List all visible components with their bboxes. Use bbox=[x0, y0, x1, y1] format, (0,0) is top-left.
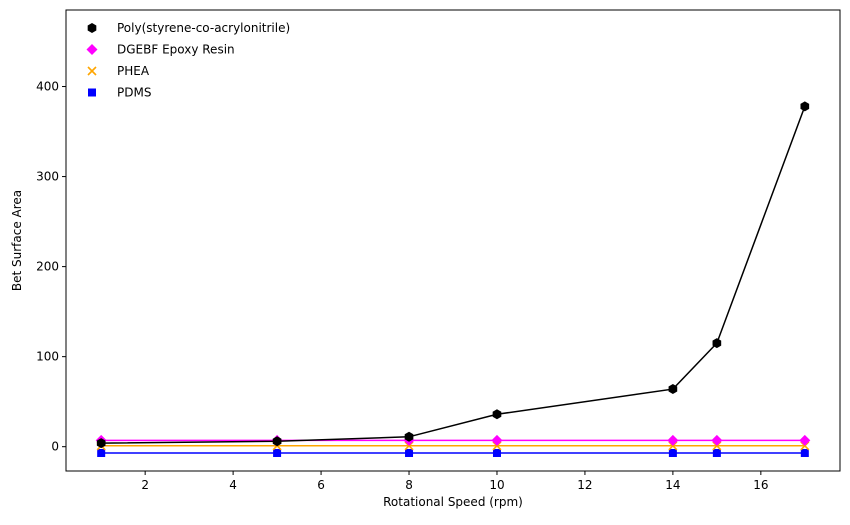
x-tick-label: 8 bbox=[405, 478, 413, 492]
data-point bbox=[799, 434, 811, 446]
series-0 bbox=[96, 101, 810, 449]
x-tick-label: 2 bbox=[141, 478, 149, 492]
x-tick-label: 14 bbox=[665, 478, 680, 492]
x-tick-label: 10 bbox=[489, 478, 504, 492]
data-point bbox=[711, 434, 723, 446]
legend: Poly(styrene-co-acrylonitrile) DGEBF Epox… bbox=[86, 21, 290, 100]
legend-marker bbox=[87, 66, 97, 76]
x-tick-label: 6 bbox=[317, 478, 325, 492]
data-point bbox=[800, 448, 809, 457]
data-point bbox=[97, 448, 106, 457]
data-point bbox=[404, 431, 414, 442]
data-point bbox=[668, 384, 678, 395]
data-point bbox=[491, 434, 503, 446]
y-tick-label: 0 bbox=[51, 440, 59, 454]
y-axis-label: Bet Surface Area bbox=[10, 190, 24, 291]
data-point bbox=[712, 448, 721, 457]
y-tick-label: 200 bbox=[36, 260, 59, 274]
series-2 bbox=[96, 441, 810, 451]
plot-frame bbox=[65, 9, 841, 472]
legend-label: Poly(styrene-co-acrylonitrile) bbox=[117, 21, 290, 35]
data-point bbox=[668, 448, 677, 457]
x-tick-label: 4 bbox=[229, 478, 237, 492]
series-3 bbox=[97, 448, 809, 457]
legend-marker bbox=[88, 88, 96, 97]
y-tick-label: 100 bbox=[36, 350, 59, 364]
data-point bbox=[272, 436, 282, 447]
data-point bbox=[405, 448, 414, 457]
data-point bbox=[712, 338, 722, 349]
x-tick-label: 12 bbox=[577, 478, 592, 492]
legend-marker bbox=[87, 23, 97, 33]
data-point bbox=[492, 409, 502, 420]
data-point bbox=[273, 448, 282, 457]
data-point bbox=[96, 438, 106, 449]
ticks-layer: 2 4 6 8 10 12 14 16 0 100 200 300 400 bbox=[36, 80, 768, 492]
y-tick-label: 300 bbox=[36, 170, 59, 184]
x-tick-label: 16 bbox=[753, 478, 768, 492]
legend-marker bbox=[86, 44, 98, 55]
series-layer bbox=[95, 101, 811, 457]
x-axis-label: Rotational Speed (rpm) bbox=[383, 495, 523, 509]
legend-label: PDMS bbox=[117, 86, 151, 100]
data-point bbox=[492, 448, 501, 457]
series-line bbox=[101, 106, 806, 444]
legend-label: DGEBF Epoxy Resin bbox=[117, 43, 235, 57]
data-point bbox=[800, 101, 810, 112]
series-1 bbox=[95, 434, 811, 446]
data-point bbox=[667, 434, 679, 446]
legend-label: PHEA bbox=[117, 64, 150, 78]
y-tick-label: 400 bbox=[36, 80, 59, 94]
